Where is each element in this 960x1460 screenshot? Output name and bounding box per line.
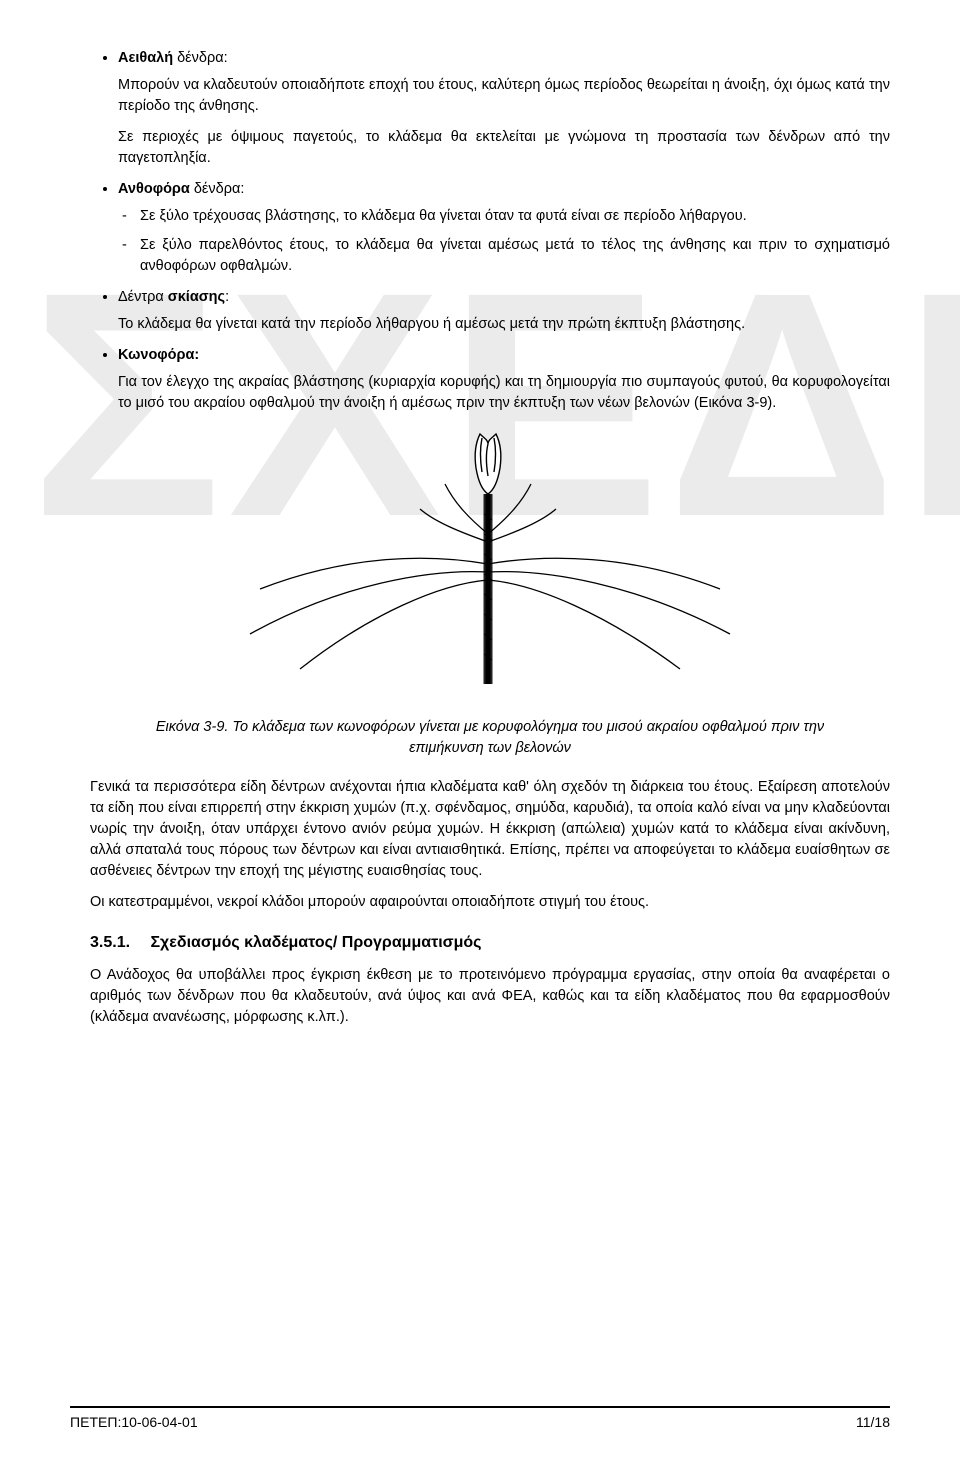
bullet-lead-bold: σκίασης: [168, 289, 225, 305]
bullet-item-shade: Δέντρα σκίασης: Το κλάδεμα θα γίνεται κα…: [118, 287, 890, 335]
section-paragraph: Ο Ανάδοχος θα υποβάλλει προς έγκριση έκθ…: [90, 965, 890, 1028]
bullet-para: Σε περιοχές με όψιμους παγετούς, το κλάδ…: [118, 127, 890, 169]
bullet-list: Αειθαλή δένδρα: Μπορούν να κλαδευτούν οπ…: [90, 48, 890, 414]
bullet-lead-rest: δένδρα:: [190, 181, 245, 197]
footer-right: 11/18: [856, 1412, 890, 1432]
bullet-lead: Κωνοφόρα:: [118, 347, 199, 363]
bullet-para: Το κλάδεμα θα γίνεται κατά την περίοδο λ…: [118, 314, 890, 335]
bullet-item-evergreen: Αειθαλή δένδρα: Μπορούν να κλαδευτούν οπ…: [118, 48, 890, 169]
bullet-para: Για τον έλεγχο της ακραίας βλάστησης (κυ…: [118, 372, 890, 414]
footer-left: ΠΕΤΕΠ:10-06-04-01: [70, 1412, 198, 1432]
body-paragraph: Γενικά τα περισσότερα είδη δέντρων ανέχο…: [90, 777, 890, 882]
bullet-lead-rest: δένδρα:: [173, 50, 228, 66]
page-footer: ΠΕΤΕΠ:10-06-04-01 11/18: [70, 1406, 890, 1432]
bullet-item-flowering: Ανθοφόρα δένδρα: Σε ξύλο τρέχουσας βλάστ…: [118, 179, 890, 277]
section-number: 3.5.1.: [90, 931, 146, 954]
bullet-item-conifer: Κωνοφόρα: Για τον έλεγχο της ακραίας βλά…: [118, 345, 890, 414]
conifer-pruning-illustration: [230, 424, 750, 704]
figure-caption: Εικόνα 3-9. Το κλάδεμα των κωνοφόρων γίν…: [130, 717, 850, 759]
dash-item: Σε ξύλο παρελθόντος έτους, το κλάδεμα θα…: [140, 235, 890, 277]
page-content: Αειθαλή δένδρα: Μπορούν να κλαδευτούν οπ…: [90, 48, 890, 1028]
bullet-lead: Αειθαλή: [118, 50, 173, 66]
figure-3-9: [90, 424, 890, 711]
bullet-lead-plain: Δέντρα: [118, 289, 168, 305]
section-title: Σχεδιασμός κλαδέματος/ Προγραμματισμός: [150, 934, 481, 951]
dash-list: Σε ξύλο τρέχουσας βλάστησης, το κλάδεμα …: [118, 206, 890, 277]
section-heading: 3.5.1. Σχεδιασμός κλαδέματος/ Προγραμματ…: [90, 931, 890, 954]
body-paragraph: Οι κατεστραμμένοι, νεκροί κλάδοι μπορούν…: [90, 892, 890, 913]
bullet-lead-rest: :: [225, 289, 229, 305]
bullet-para: Μπορούν να κλαδευτούν οποιαδήποτε εποχή …: [118, 75, 890, 117]
bullet-lead: Ανθοφόρα: [118, 181, 190, 197]
dash-item: Σε ξύλο τρέχουσας βλάστησης, το κλάδεμα …: [140, 206, 890, 227]
